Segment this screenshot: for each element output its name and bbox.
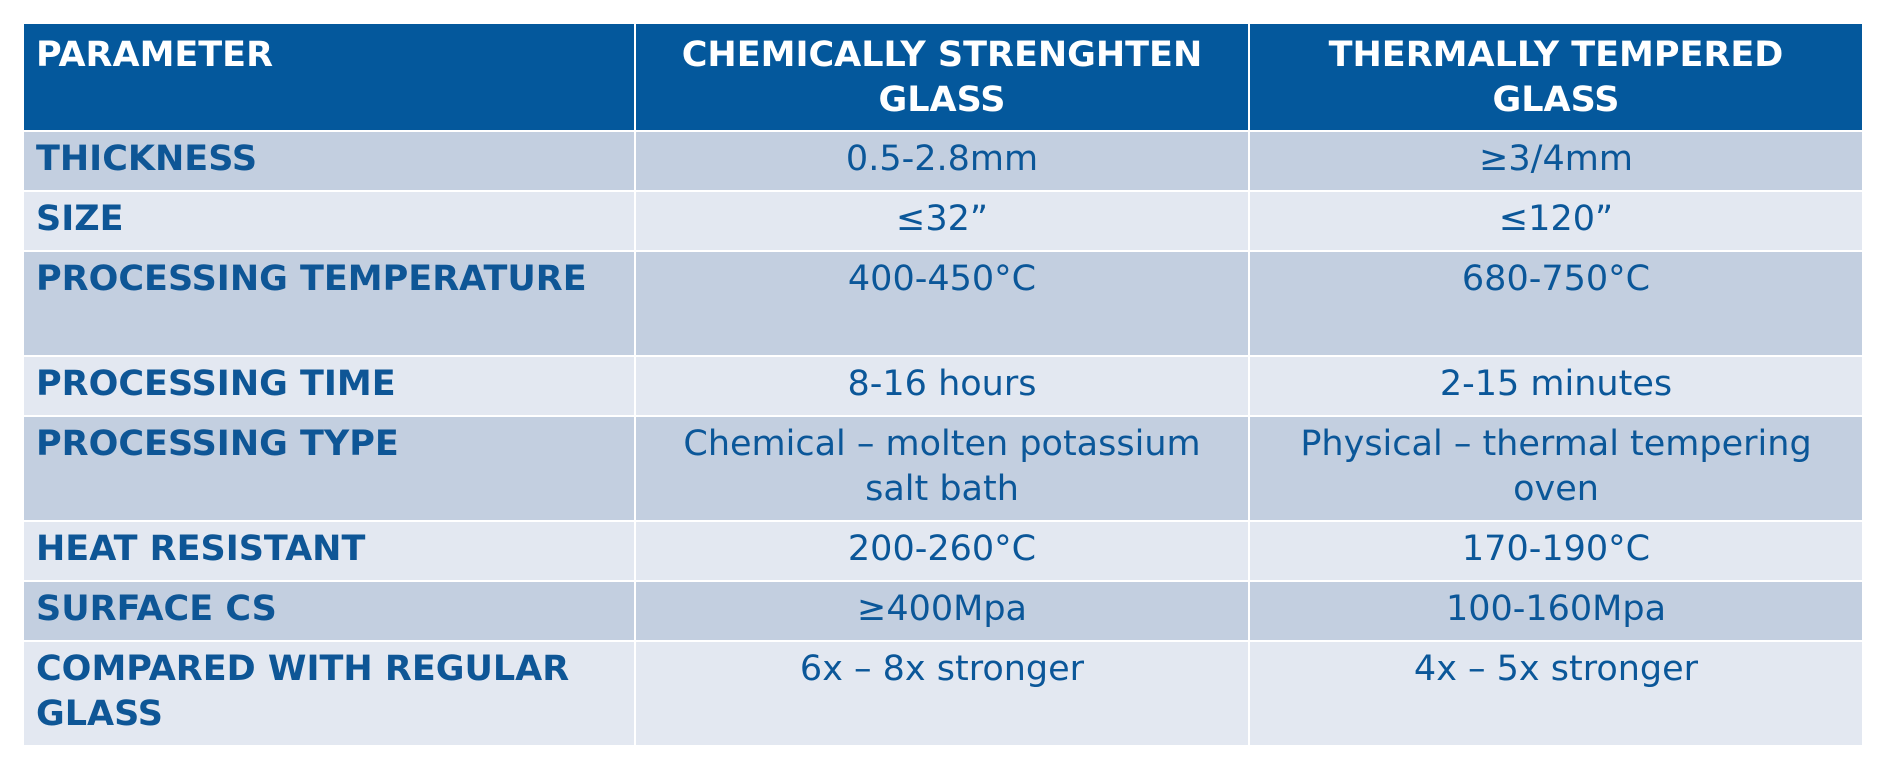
table-row: THICKNESS 0.5-2.8mm ≥3/4mm xyxy=(22,130,1864,192)
row-processing-type-param: PROCESSING TYPE xyxy=(22,415,636,522)
row-surface-cs-param: SURFACE CS xyxy=(22,580,636,642)
row-heat-resistant-thermal: 170-190°C xyxy=(1248,520,1864,582)
row-heat-resistant-param: HEAT RESISTANT xyxy=(22,520,636,582)
row-surface-cs-thermal: 100-160Mpa xyxy=(1248,580,1864,642)
row-surface-cs-chem: ≥400Mpa xyxy=(634,580,1250,642)
header-chemically-strengthen-glass: CHEMICALLY STRENGHTEN GLASS xyxy=(634,22,1250,132)
row-processing-time-chem: 8-16 hours xyxy=(634,355,1250,417)
header-chem-line1: CHEMICALLY STRENGHTEN xyxy=(681,35,1203,75)
table-header: PARAMETER CHEMICALLY STRENGHTEN GLASS TH… xyxy=(22,22,1864,132)
row-thickness-param: THICKNESS xyxy=(22,130,636,192)
row-thickness-chem: 0.5-2.8mm xyxy=(634,130,1250,192)
row-size-thermal: ≤120” xyxy=(1248,190,1864,252)
row-processing-type-thermal: Physical – thermal tempering oven xyxy=(1248,415,1864,522)
table-row: HEAT RESISTANT 200-260°C 170-190°C xyxy=(22,520,1864,582)
header-row: PARAMETER CHEMICALLY STRENGHTEN GLASS TH… xyxy=(22,22,1864,132)
header-parameter: PARAMETER xyxy=(22,22,636,132)
row-processing-temperature-thermal: 680-750°C xyxy=(1248,250,1864,357)
header-chem-line2: GLASS xyxy=(878,80,1006,120)
header-thermal-line2: GLASS xyxy=(1492,80,1620,120)
row-processing-time-thermal: 2-15 minutes xyxy=(1248,355,1864,417)
row-processing-type-chem: Chemical – molten potassium salt bath xyxy=(634,415,1250,522)
row-size-param: SIZE xyxy=(22,190,636,252)
row-compared-chem: 6x – 8x stronger xyxy=(634,640,1250,747)
glass-comparison-table: PARAMETER CHEMICALLY STRENGHTEN GLASS TH… xyxy=(22,22,1864,747)
row-compared-thermal: 4x – 5x stronger xyxy=(1248,640,1864,747)
row-processing-temperature-param: PROCESSING TEMPERATURE xyxy=(22,250,636,357)
row-size-chem: ≤32” xyxy=(634,190,1250,252)
table-body: THICKNESS 0.5-2.8mm ≥3/4mm SIZE ≤32” ≤12… xyxy=(22,130,1864,747)
table-row: SIZE ≤32” ≤120” xyxy=(22,190,1864,252)
row-processing-time-param: PROCESSING TIME xyxy=(22,355,636,417)
row-processing-temperature-chem: 400-450°C xyxy=(634,250,1250,357)
table-row: PROCESSING TEMPERATURE 400-450°C 680-750… xyxy=(22,250,1864,357)
row-heat-resistant-chem: 200-260°C xyxy=(634,520,1250,582)
table-row: PROCESSING TIME 8-16 hours 2-15 minutes xyxy=(22,355,1864,417)
table-row: SURFACE CS ≥400Mpa 100-160Mpa xyxy=(22,580,1864,642)
comparison-table-container: PARAMETER CHEMICALLY STRENGHTEN GLASS TH… xyxy=(22,22,1864,747)
table-row: PROCESSING TYPE Chemical – molten potass… xyxy=(22,415,1864,522)
row-compared-param: COMPARED WITH REGULAR GLASS xyxy=(22,640,636,747)
header-thermal-line1: THERMALLY TEMPERED xyxy=(1328,35,1784,75)
header-thermally-tempered-glass: THERMALLY TEMPERED GLASS xyxy=(1248,22,1864,132)
row-thickness-thermal: ≥3/4mm xyxy=(1248,130,1864,192)
table-row: COMPARED WITH REGULAR GLASS 6x – 8x stro… xyxy=(22,640,1864,747)
